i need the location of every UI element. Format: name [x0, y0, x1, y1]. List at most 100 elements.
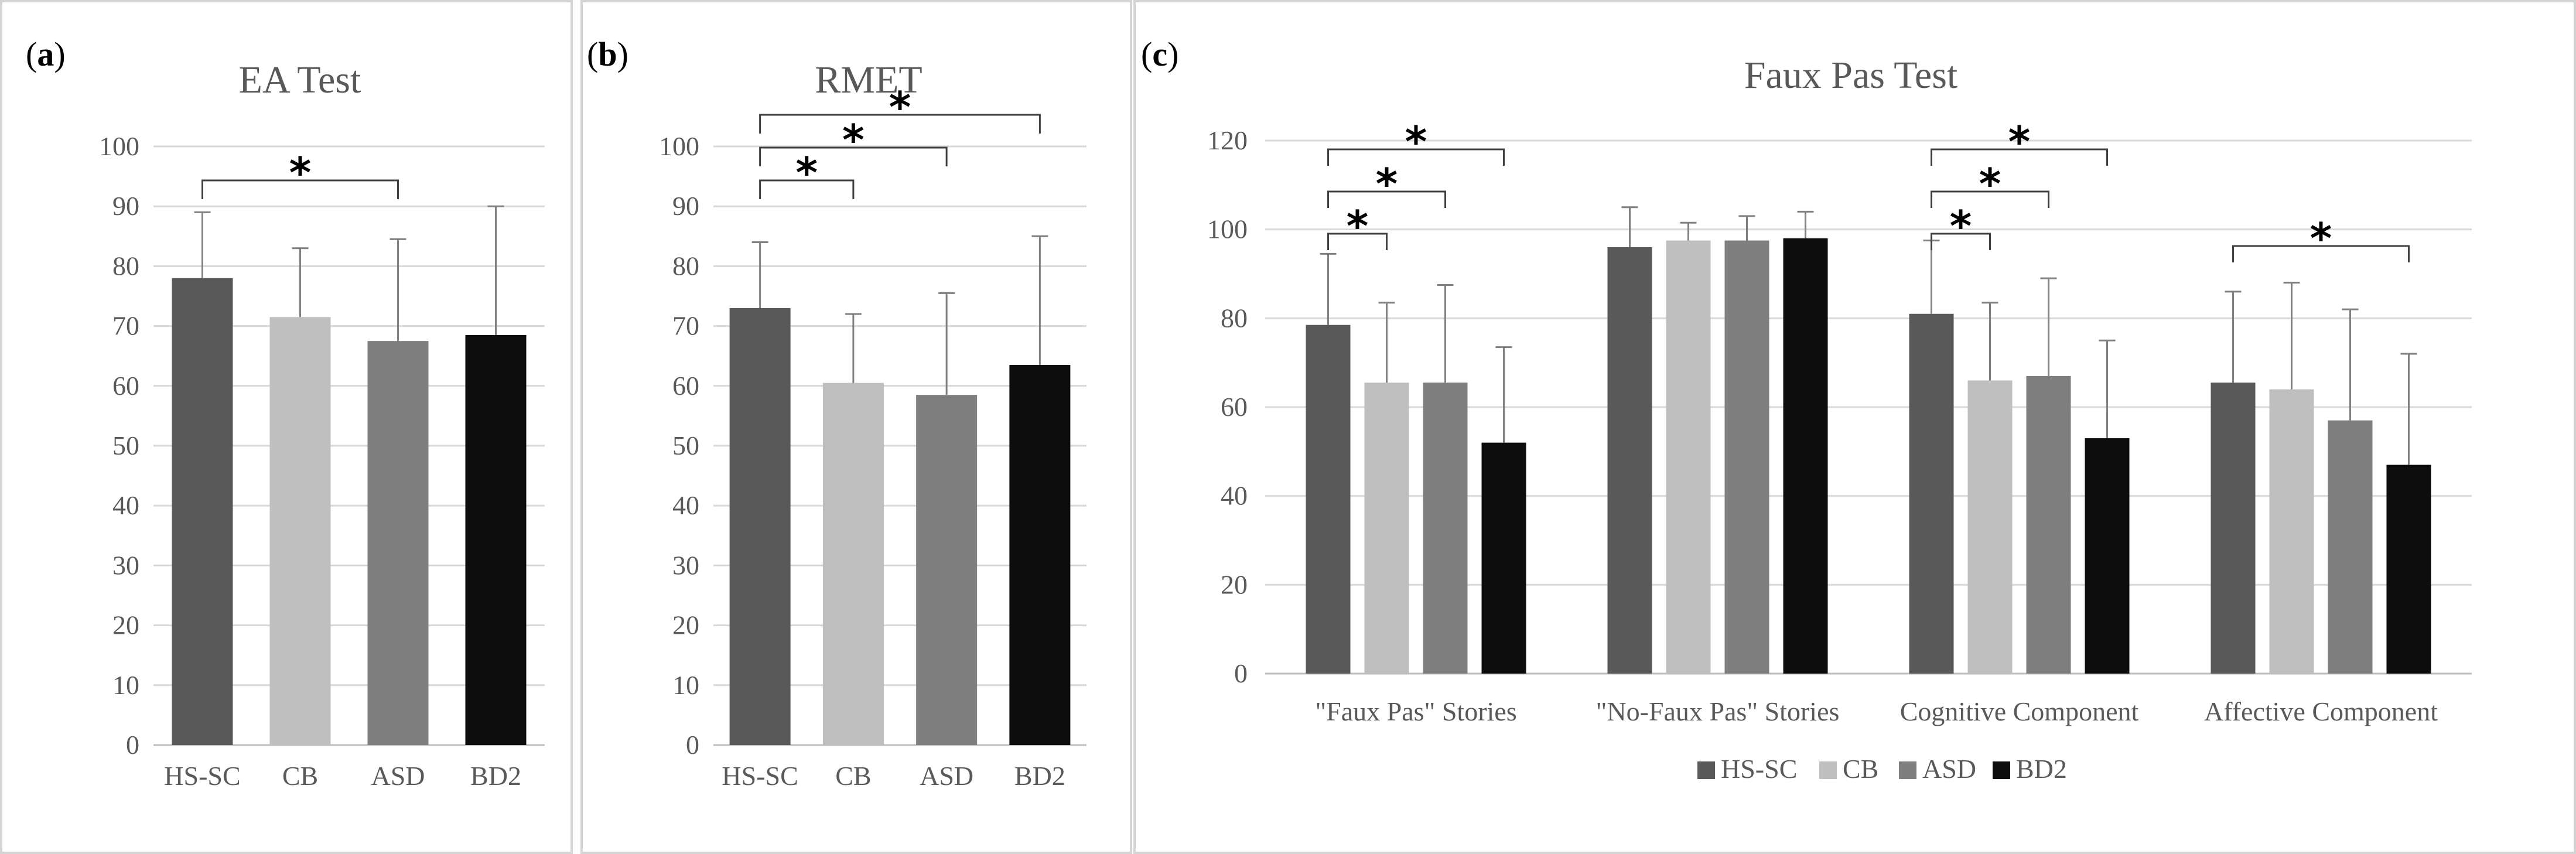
- bar-asd: [2328, 420, 2373, 674]
- y-tick-label: 30: [112, 550, 139, 580]
- y-tick-label: 60: [112, 371, 139, 401]
- panel-b-title: RMET: [815, 59, 922, 101]
- panel-c-title: Faux Pas Test: [1744, 54, 1958, 97]
- bar-hs-sc: [1306, 324, 1351, 674]
- x-category-label: ASD: [920, 761, 973, 791]
- y-tick-label: 70: [112, 311, 139, 341]
- y-tick-label: 80: [1221, 303, 1248, 333]
- x-category-label: "No-Faux Pas" Stories: [1596, 696, 1840, 726]
- panel-a-title: EA Test: [239, 59, 361, 101]
- y-tick-label: 0: [1234, 658, 1248, 688]
- y-tick-label: 100: [99, 131, 139, 161]
- significance-bracket: [1327, 148, 1505, 166]
- significance-star: *: [1347, 201, 1369, 251]
- significance-star: *: [1376, 159, 1398, 209]
- panel-c: (c) Faux Pas Test 0 20 40 60 80 100 120 "Faux P…: [1141, 35, 2472, 784]
- significance-star: *: [2310, 214, 2332, 263]
- bar-cb: [2269, 389, 2314, 674]
- bar-cb: [1967, 380, 2013, 674]
- bar-hs-sc: [729, 308, 791, 745]
- x-category-label: Affective Component: [2204, 696, 2438, 726]
- significance-bracket: [2232, 245, 2410, 262]
- panel-b: (b) RMET 0 10 20 30 40 50 60 70 80 90 100 HS-SC CB AS…: [587, 35, 1087, 791]
- bar-bd2: [2386, 464, 2431, 674]
- significance-star: *: [795, 148, 818, 197]
- y-tick-label: 40: [112, 490, 139, 520]
- x-category-label: BD2: [1014, 761, 1065, 791]
- legend-label-hs-sc: HS-SC: [1721, 754, 1797, 784]
- x-category-label: CB: [282, 761, 318, 791]
- panel-b-label: (b): [587, 35, 628, 73]
- significance-bracket: [201, 179, 399, 199]
- significance-star: *: [1405, 117, 1427, 166]
- significance-star: *: [842, 115, 865, 165]
- legend-swatch-bd2: [1993, 761, 2010, 779]
- bar-cb: [822, 382, 884, 745]
- bar-asd: [367, 341, 429, 745]
- y-tick-label: 40: [672, 490, 699, 520]
- bar-bd2: [1009, 365, 1071, 745]
- x-category-label: ASD: [371, 761, 425, 791]
- y-tick-label: 60: [1221, 392, 1248, 422]
- bar-asd: [1423, 382, 1468, 674]
- bar-cb: [269, 317, 331, 745]
- y-tick-label: 80: [112, 251, 139, 281]
- x-category-label: BD2: [470, 761, 521, 791]
- y-tick-label: 20: [672, 610, 699, 640]
- significance-bracket: [1931, 233, 1991, 250]
- y-tick-label: 60: [672, 371, 699, 401]
- y-tick-label: 10: [112, 670, 139, 700]
- legend: HS-SC CB ASD BD2: [1697, 754, 2067, 784]
- y-tick-label: 0: [686, 730, 699, 760]
- bar-cb: [1364, 382, 1409, 674]
- significance-bracket: [759, 179, 855, 199]
- significance-star: *: [1979, 159, 2001, 209]
- bar-bd2: [465, 334, 527, 745]
- y-tick-label: 10: [672, 670, 699, 700]
- significance-bracket: [1327, 190, 1446, 208]
- panel-a-label: (a): [26, 35, 66, 73]
- significance-bracket: [1931, 148, 2108, 166]
- y-tick-label: 40: [1221, 481, 1248, 511]
- y-tick-label: 70: [672, 311, 699, 341]
- legend-swatch-asd: [1899, 761, 1916, 779]
- significance-star: *: [889, 83, 911, 132]
- significance-bracket: [1931, 190, 2049, 208]
- legend-swatch-hs-sc: [1697, 761, 1715, 779]
- bar-hs-sc: [1607, 247, 1652, 674]
- y-tick-label: 50: [112, 431, 139, 460]
- bar-bd2: [2085, 438, 2130, 674]
- y-tick-label: 20: [1221, 569, 1248, 599]
- y-tick-label: 20: [112, 610, 139, 640]
- y-tick-label: 30: [672, 550, 699, 580]
- y-tick-label: 120: [1207, 125, 1248, 155]
- bar-bd2: [1783, 238, 1828, 674]
- significance-star: *: [289, 148, 312, 197]
- bar-hs-sc: [172, 278, 233, 746]
- bar-asd: [2026, 375, 2071, 674]
- significance-bracket: [759, 114, 1041, 134]
- y-tick-label: 100: [1207, 214, 1248, 244]
- panel-c-label: (c): [1141, 35, 1178, 73]
- bar-hs-sc: [1909, 313, 1954, 674]
- significance-bracket: [759, 146, 948, 166]
- y-tick-label: 80: [672, 251, 699, 281]
- x-category-label: "Faux Pas" Stories: [1315, 696, 1516, 726]
- y-tick-label: 90: [112, 191, 139, 221]
- significance-star: *: [2008, 117, 2031, 166]
- y-tick-label: 0: [126, 730, 139, 760]
- x-category-label: Cognitive Component: [1900, 696, 2139, 726]
- y-tick-label: 100: [659, 131, 699, 161]
- x-category-label: HS-SC: [722, 761, 798, 791]
- y-tick-label: 50: [672, 431, 699, 460]
- bar-asd: [1724, 240, 1769, 674]
- bar-cb: [1666, 240, 1711, 674]
- x-category-label: CB: [835, 761, 871, 791]
- x-category-label: HS-SC: [164, 761, 240, 791]
- legend-label-bd2: BD2: [2016, 754, 2067, 784]
- panel-a: (a) EA Test 0 10 20 30 40 50 60 70 80 90 100 HS-SC C…: [26, 35, 545, 791]
- bar-asd: [916, 395, 978, 745]
- significance-bracket: [1327, 233, 1388, 250]
- legend-label-asd: ASD: [1922, 754, 1976, 784]
